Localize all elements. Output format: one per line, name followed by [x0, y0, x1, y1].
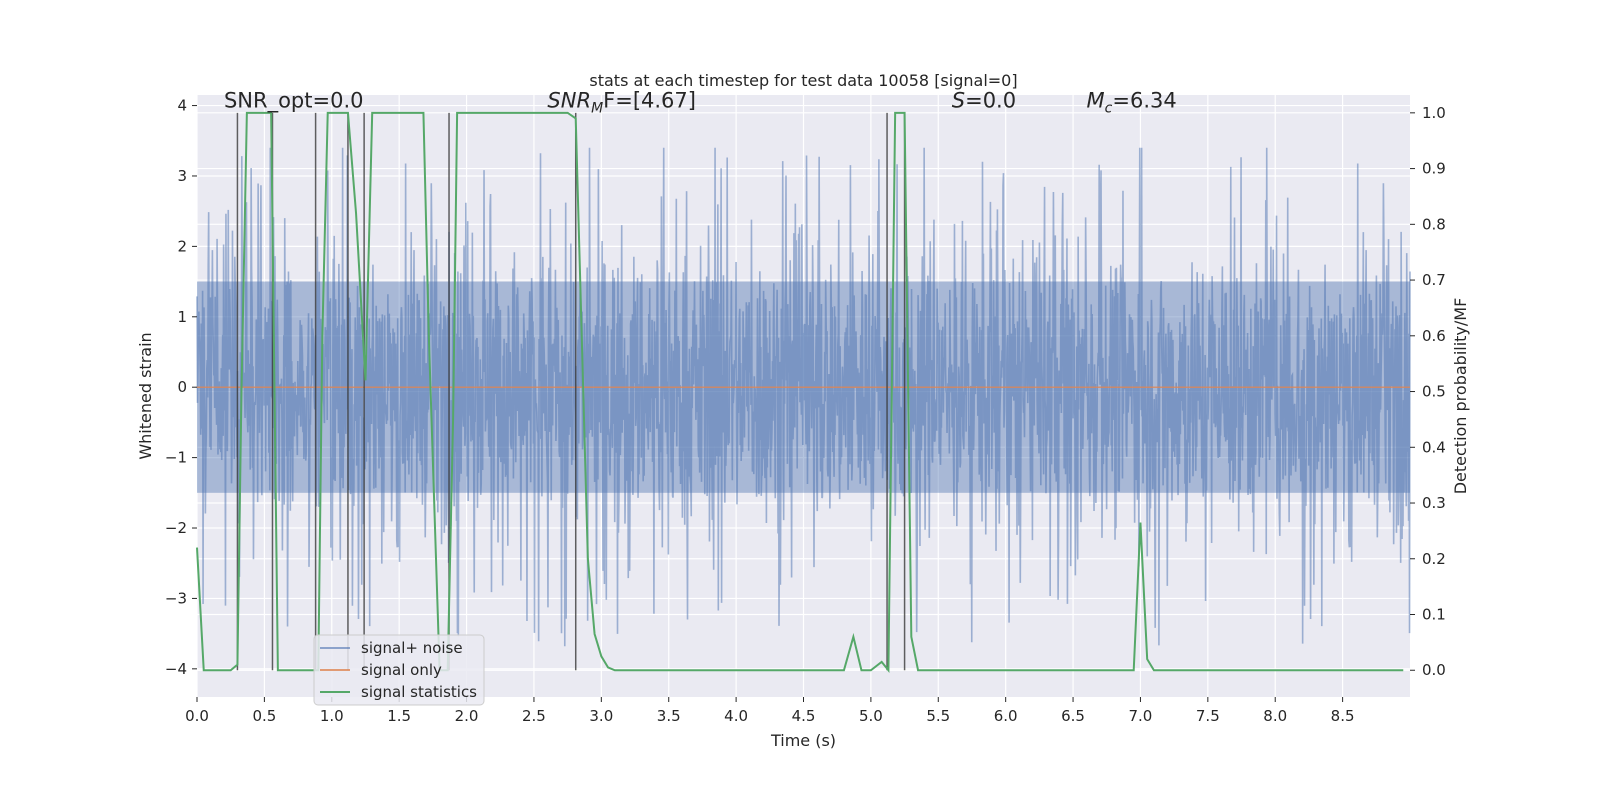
- x-axis-label: Time (s): [770, 731, 836, 750]
- y-right-tick-label-4: 0.4: [1422, 438, 1446, 456]
- legend-label-signal-noise: signal+ noise: [361, 639, 463, 657]
- y-left-tick-label-1: −3: [165, 589, 187, 607]
- x-tick-label-15: 7.5: [1196, 707, 1220, 725]
- x-tick-label-9: 4.5: [792, 707, 816, 725]
- y-right-tick-label-2: 0.2: [1422, 550, 1446, 568]
- annotation-s-value: S=0.0: [952, 88, 1016, 112]
- series-signal-statistics: [196, 111, 1404, 674]
- y-left-tick-label-5: 1: [177, 308, 187, 326]
- annotation-s-base: S: [952, 88, 965, 112]
- y-axis-label-left: Whitened strain: [136, 332, 155, 459]
- legend-label-signal-statistics: signal statistics: [361, 683, 477, 701]
- annotation-snr-mf-base: SNR: [547, 88, 591, 112]
- x-tick-label-8: 4.0: [724, 707, 748, 725]
- y-right-tick-label-5: 0.5: [1422, 383, 1446, 401]
- annotation-mc-sub: c: [1105, 100, 1113, 116]
- x-tick-label-7: 3.5: [657, 707, 681, 725]
- y-axis-label-right: Detection probability/MF: [1451, 298, 1470, 495]
- y-right-tick-label-6: 0.6: [1422, 327, 1446, 345]
- axis-ticks: 0.0 0.5 1.0 1.5 2.0 2.5 3.0 3.5 4.0 4.5 5.0 5.5 6.0 6…: [165, 97, 1446, 725]
- y-left-tick-label-0: −4: [165, 660, 187, 678]
- annotation-snr-mf-rest: F=[4.67]: [603, 88, 696, 112]
- y-right-tick-label-9: 0.9: [1422, 160, 1446, 178]
- x-tick-label-12: 6.0: [994, 707, 1018, 725]
- threshold-markers: [236, 112, 906, 671]
- x-tick-label-3: 1.5: [387, 707, 411, 725]
- y-right-tick-label-0: 0.0: [1422, 661, 1446, 679]
- annotation-mc-base: M: [1087, 88, 1105, 112]
- signal-noise-line: [196, 147, 1411, 647]
- y-left-tick-label-2: −2: [165, 519, 187, 537]
- y-left-tick-label-6: 2: [177, 237, 187, 255]
- annotation-snr-mf: SNRMF=[4.67]: [547, 88, 696, 116]
- x-tick-label-5: 2.5: [522, 707, 546, 725]
- annotation-snr-opt: SNR_opt=0.0: [224, 88, 364, 113]
- y-left-tick-label-3: −1: [165, 449, 187, 467]
- legend-label-signal-only: signal only: [361, 661, 442, 679]
- legend-box: [313, 634, 485, 706]
- legend: signal+ noise signal only signal statist…: [313, 634, 485, 706]
- x-tick-label-1: 0.5: [252, 707, 276, 725]
- annotation-mc-value: Mc=6.34: [1087, 88, 1177, 116]
- x-tick-label-13: 6.5: [1061, 707, 1085, 725]
- y-right-tick-label-10: 1.0: [1422, 104, 1446, 122]
- y-right-tick-label-8: 0.8: [1422, 215, 1446, 233]
- x-tick-label-11: 5.5: [926, 707, 950, 725]
- x-tick-label-16: 8.0: [1263, 707, 1287, 725]
- y-left-tick-label-8: 4: [177, 97, 187, 115]
- annotation-mc-rest: =6.34: [1112, 88, 1176, 112]
- y-right-tick-label-3: 0.3: [1422, 494, 1446, 512]
- x-tick-label-10: 5.0: [859, 707, 883, 725]
- y-right-tick-label-7: 0.7: [1422, 271, 1446, 289]
- x-tick-label-0: 0.0: [185, 707, 209, 725]
- x-tick-label-17: 8.5: [1331, 707, 1355, 725]
- annotation-s-rest: =0.0: [965, 88, 1016, 112]
- x-tick-label-14: 7.0: [1129, 707, 1153, 725]
- y-right-tick-label-1: 0.1: [1422, 606, 1446, 624]
- x-tick-label-4: 2.0: [455, 707, 479, 725]
- x-tick-label-2: 1.0: [320, 707, 344, 725]
- x-tick-label-6: 3.0: [589, 707, 613, 725]
- y-left-tick-label-7: 3: [177, 167, 187, 185]
- chart-title: stats at each timestep for test data 100…: [589, 71, 1017, 90]
- y-left-tick-label-4: 0: [177, 378, 187, 396]
- annotation-snr-mf-sub: M: [591, 100, 603, 116]
